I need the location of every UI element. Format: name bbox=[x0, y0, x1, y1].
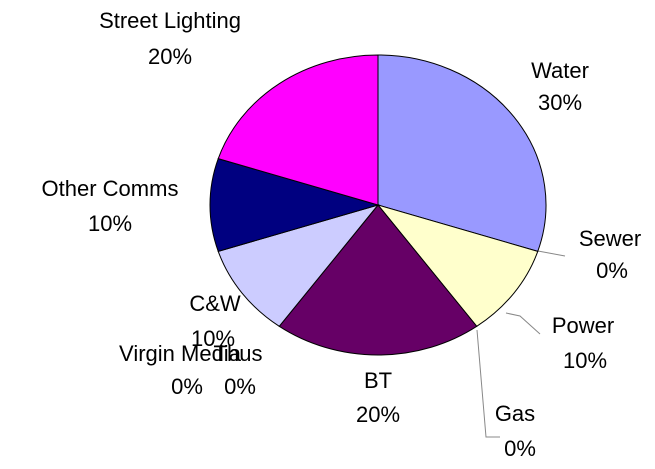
slice-label: Street Lighting bbox=[99, 8, 241, 33]
leader-line bbox=[505, 312, 541, 335]
pie-slice bbox=[209, 158, 380, 252]
slice-label: Other Comms bbox=[42, 176, 179, 201]
value-label: 0% bbox=[171, 374, 203, 399]
value-label: 20% bbox=[148, 44, 192, 69]
value-label: 10% bbox=[191, 326, 235, 351]
leader-lines bbox=[476, 250, 566, 438]
value-label: 30% bbox=[538, 90, 582, 115]
slice-label: Thus bbox=[214, 341, 263, 366]
slice-label: Virgin Media bbox=[119, 341, 242, 366]
value-label: 0% bbox=[504, 436, 536, 461]
slice-label: Sewer bbox=[579, 226, 641, 251]
pie-slice bbox=[217, 204, 380, 328]
slice-label: Power bbox=[552, 313, 614, 338]
value-label: 10% bbox=[563, 348, 607, 373]
slice-label: BT bbox=[364, 368, 392, 393]
slices bbox=[209, 54, 547, 356]
slice-label: Water bbox=[531, 58, 589, 83]
value-label: 0% bbox=[224, 374, 256, 399]
leader-line bbox=[476, 329, 500, 438]
slice-label: C&W bbox=[189, 291, 241, 316]
value-label: 20% bbox=[356, 402, 400, 427]
pie-slice bbox=[278, 204, 478, 356]
value-label: 10% bbox=[88, 211, 132, 236]
leader-line bbox=[537, 250, 566, 257]
pie-slice bbox=[377, 54, 547, 252]
pie-slice bbox=[217, 54, 379, 206]
value-label: 0% bbox=[596, 258, 628, 283]
pie-slice bbox=[376, 204, 539, 328]
slice-label: Gas bbox=[495, 401, 535, 426]
